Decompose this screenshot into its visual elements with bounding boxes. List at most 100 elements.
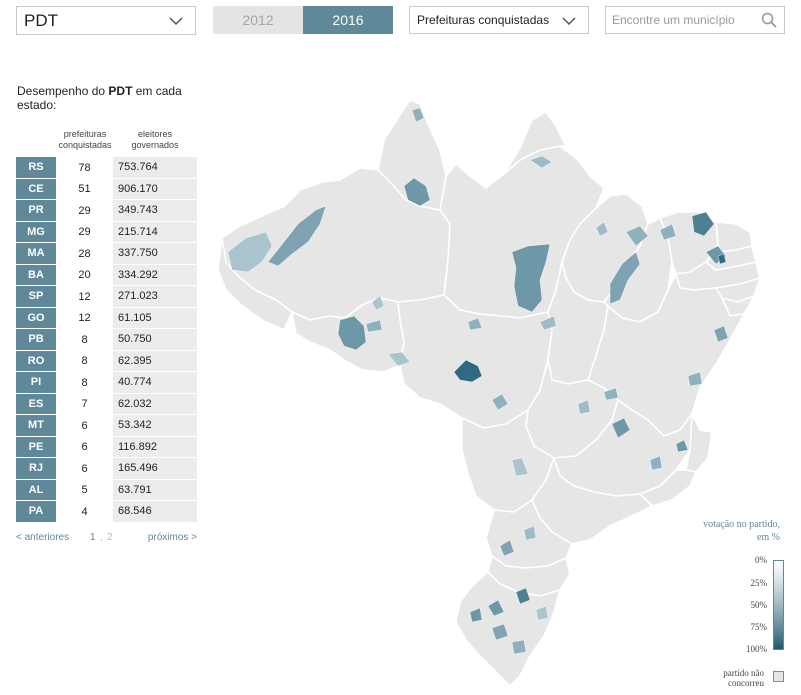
state-code-cell: RO (16, 350, 56, 372)
cities-won-cell: 8 (81, 355, 88, 368)
state-code-cell: PA (16, 501, 56, 523)
table-row[interactable]: MG 29 215.714 (16, 221, 197, 243)
page-2-link[interactable]: 2 (107, 532, 113, 543)
table-row[interactable]: PA 4 68.546 (16, 501, 197, 523)
table-row[interactable]: RO 8 62.395 (16, 350, 197, 372)
table-row[interactable]: AL 5 63.791 (16, 479, 197, 501)
state-code-cell: MT (16, 415, 56, 437)
voters-governed-cell: 50.750 (113, 329, 197, 351)
voters-governed-cell: 906.170 (113, 178, 197, 200)
table-row[interactable]: PI 8 40.774 (16, 372, 197, 394)
municipality-highlight[interactable] (515, 587, 531, 605)
page-1-link[interactable]: 1 (90, 532, 96, 543)
state-ac[interactable] (217, 237, 293, 331)
legend-tick-75: 75% (750, 622, 768, 632)
municipality-highlight[interactable] (511, 457, 529, 477)
municipality-highlight[interactable] (691, 211, 715, 237)
municipality-highlight[interactable] (713, 325, 729, 343)
search-input[interactable] (606, 7, 756, 33)
municipality-highlight[interactable] (539, 315, 557, 331)
legend-tick-0: 0% (755, 555, 767, 565)
voters-governed-cell: 753.764 (113, 157, 197, 179)
municipality-highlight[interactable] (403, 177, 431, 207)
column-header-voters: eleitores governados (131, 129, 179, 150)
party-select-value: PDT (24, 10, 58, 30)
state-ap[interactable] (503, 111, 567, 175)
municipality-highlight[interactable] (717, 253, 727, 265)
tab-year-2016[interactable]: 2016 (303, 6, 393, 34)
municipality-highlight[interactable] (411, 107, 425, 123)
cities-won-cell: 78 (78, 161, 91, 174)
municipality-highlight[interactable] (687, 371, 703, 387)
municipality-highlight[interactable] (625, 225, 649, 247)
municipality-highlight[interactable] (511, 243, 551, 313)
state-code-cell: MG (16, 221, 56, 243)
table-row[interactable]: MA 28 337.750 (16, 243, 197, 265)
party-select[interactable]: PDT (16, 6, 196, 35)
municipality-highlight[interactable] (609, 251, 641, 305)
municipality-highlight[interactable] (659, 223, 677, 241)
cities-won-cell: 12 (78, 290, 91, 303)
municipality-highlight[interactable] (675, 439, 689, 453)
brazil-map[interactable] (215, 92, 785, 692)
municipality-highlight[interactable] (511, 639, 527, 655)
state-rj[interactable] (639, 469, 697, 507)
municipality-highlight[interactable] (387, 351, 411, 367)
municipality-highlight[interactable] (453, 359, 483, 383)
table-row[interactable]: PE 6 116.892 (16, 436, 197, 458)
municipality-highlight[interactable] (611, 417, 631, 439)
cities-won-cell: 8 (81, 333, 88, 346)
table-row[interactable]: MT 6 53.342 (16, 415, 197, 437)
legend-tick-100: 100% (746, 644, 767, 654)
prev-page-link[interactable]: < anteriores (16, 532, 70, 543)
metric-select[interactable]: Prefeituras conquistadas (409, 6, 589, 34)
legend-color-scale (773, 560, 784, 650)
municipality-highlight[interactable] (365, 319, 383, 333)
state-es[interactable] (685, 413, 713, 473)
voters-governed-cell: 63.791 (113, 479, 197, 501)
table-row[interactable]: CE 51 906.170 (16, 178, 197, 200)
municipality-search (605, 6, 785, 34)
table-row[interactable]: PB 8 50.750 (16, 329, 197, 351)
municipality-highlight[interactable] (649, 455, 663, 471)
cities-won-cell: 4 (81, 505, 88, 518)
table-row[interactable]: SP 12 271.023 (16, 286, 197, 308)
search-icon[interactable] (761, 12, 777, 28)
voters-governed-cell: 337.750 (113, 243, 197, 265)
table-row[interactable]: GO 12 61.105 (16, 307, 197, 329)
table-row[interactable]: RS 78 753.764 (16, 157, 197, 179)
panel-title: Desempenho do PDT em cada estado: (17, 84, 202, 112)
municipality-highlight[interactable] (487, 599, 505, 617)
municipality-highlight[interactable] (491, 393, 509, 411)
municipality-highlight[interactable] (467, 317, 483, 331)
state-rr[interactable] (377, 99, 447, 211)
municipality-highlight[interactable] (227, 231, 273, 273)
municipality-highlight[interactable] (371, 295, 385, 311)
table-row[interactable]: PR 29 349.743 (16, 200, 197, 222)
cities-won-cell: 29 (78, 226, 91, 239)
table-row[interactable]: ES 7 62.032 (16, 393, 197, 415)
legend-not-contested-label: partido não concorreu (723, 668, 764, 688)
municipality-highlight[interactable] (595, 221, 609, 237)
next-page-link[interactable]: próximos > (147, 532, 197, 543)
column-header-cities: prefeituras conquistadas (58, 129, 112, 150)
table-row[interactable]: RJ 6 165.496 (16, 458, 197, 480)
cities-won-cell: 12 (78, 312, 91, 325)
municipality-highlight[interactable] (491, 623, 509, 641)
table-row[interactable]: BA 20 334.292 (16, 264, 197, 286)
municipality-highlight[interactable] (577, 399, 591, 415)
municipality-highlight[interactable] (469, 607, 483, 623)
state-code-cell: PR (16, 200, 56, 222)
municipality-highlight[interactable] (267, 205, 327, 267)
municipality-highlight[interactable] (523, 525, 537, 541)
municipality-highlight[interactable] (499, 539, 515, 557)
municipality-highlight[interactable] (529, 155, 553, 169)
state-code-cell: PI (16, 372, 56, 394)
municipality-highlight[interactable] (337, 315, 367, 351)
municipality-highlight[interactable] (603, 387, 619, 401)
state-code-cell: PE (16, 436, 56, 458)
state-rs[interactable] (455, 571, 561, 687)
tab-year-2012[interactable]: 2012 (213, 6, 303, 34)
state-code-cell: BA (16, 264, 56, 286)
municipality-highlight[interactable] (535, 605, 549, 621)
